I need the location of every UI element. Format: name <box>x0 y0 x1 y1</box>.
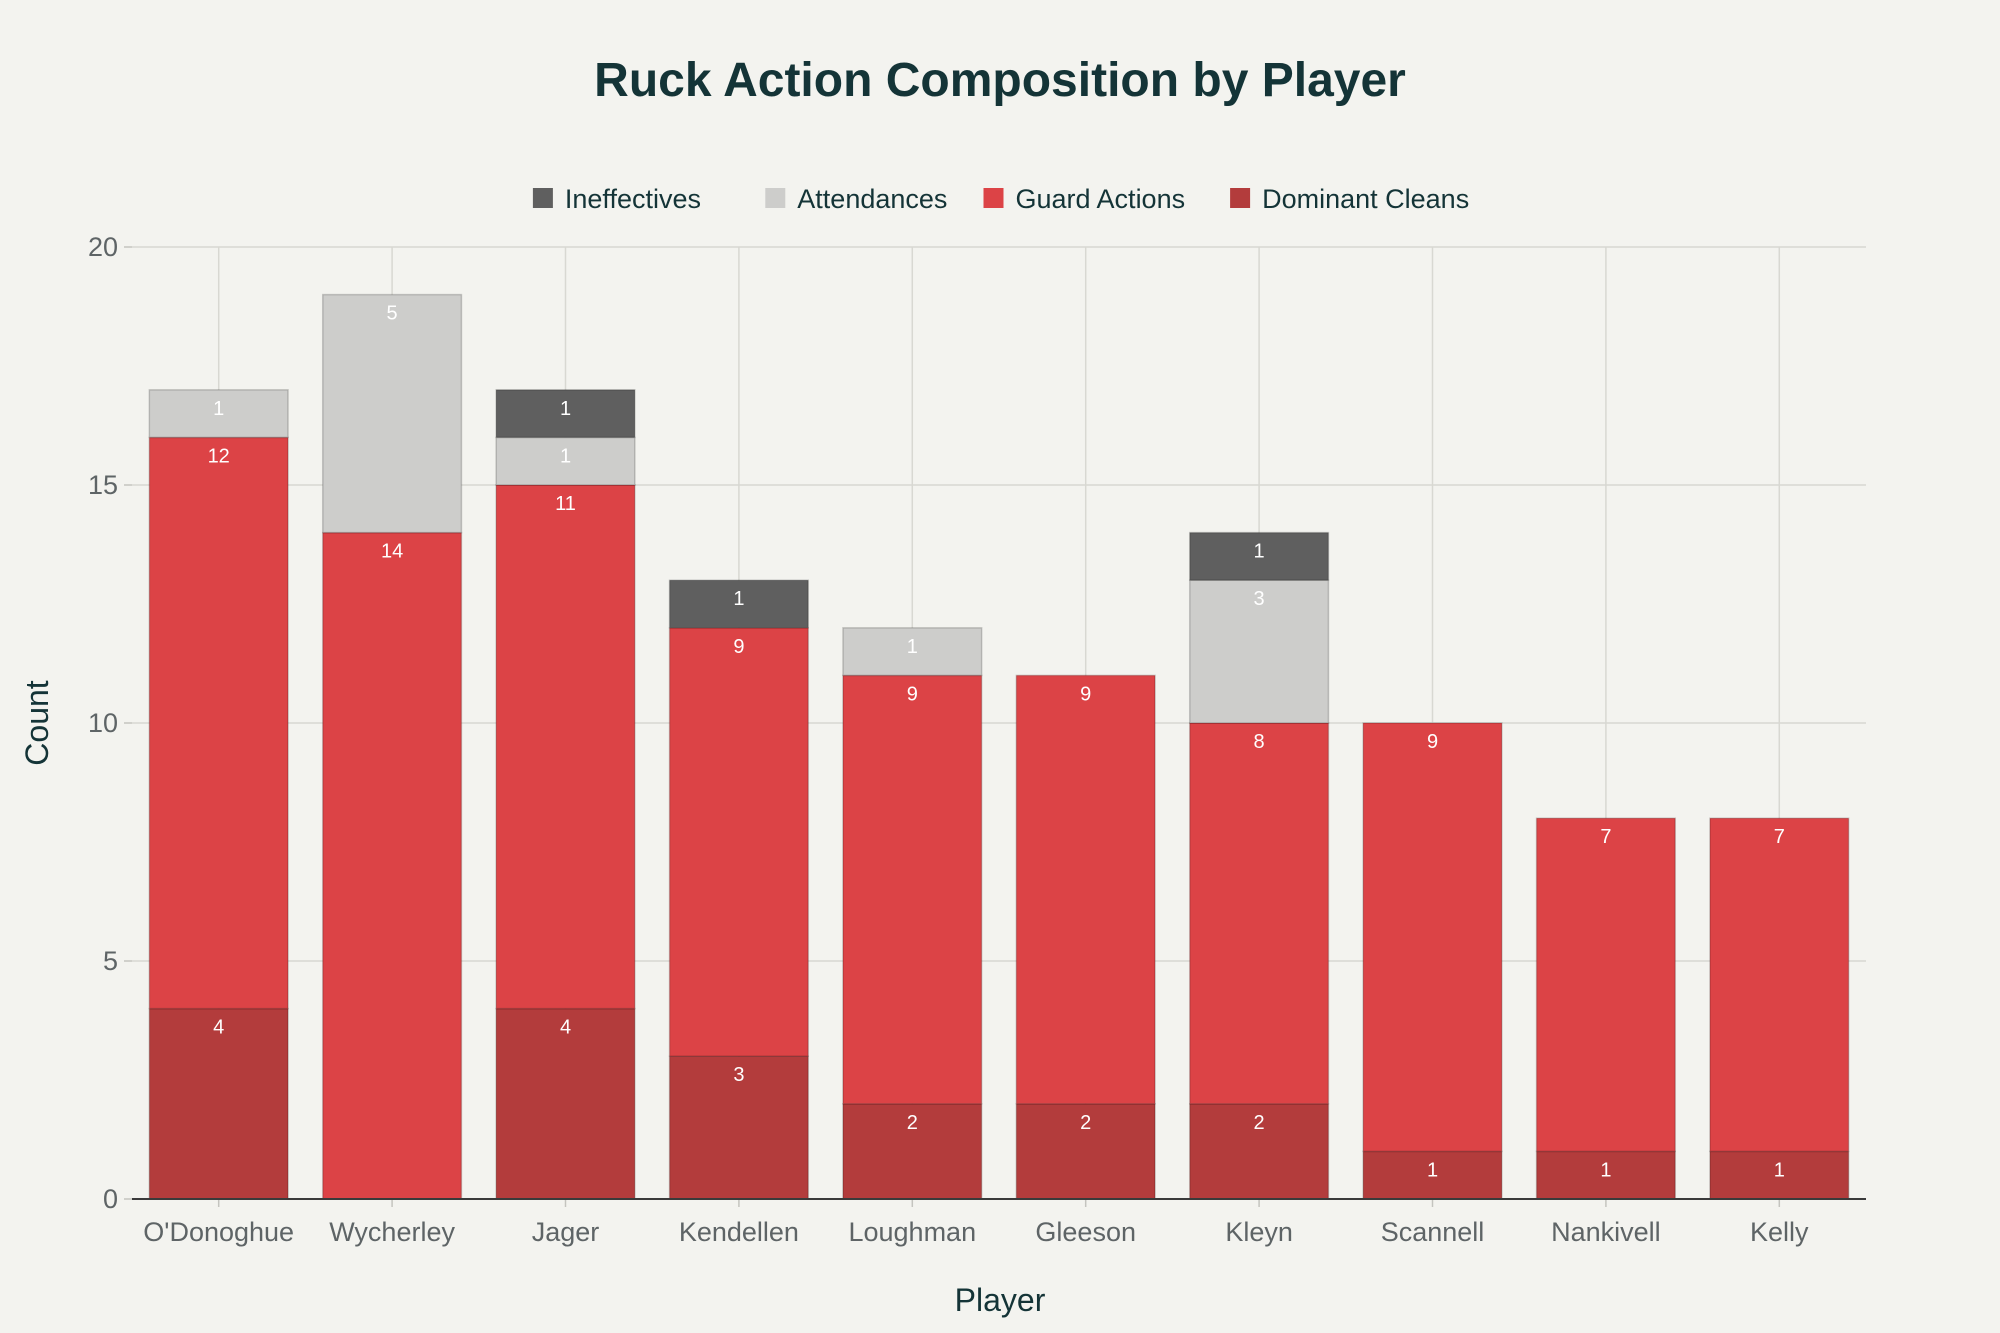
data-label: 11 <box>555 493 576 515</box>
x-tick-label: Nankivell <box>1551 1217 1661 1247</box>
y-axis-title: Count <box>19 680 55 766</box>
data-label: 2 <box>907 1112 918 1134</box>
bar-segment <box>1709 817 1850 1153</box>
bar-segment <box>321 531 463 1200</box>
x-tick-label: Kelly <box>1750 1217 1809 1247</box>
legend-label: Dominant Cleans <box>1262 184 1469 214</box>
data-label: 1 <box>1600 1159 1611 1181</box>
data-label: 1 <box>733 588 744 610</box>
legend-swatch <box>765 188 786 208</box>
legend-swatch <box>983 188 1004 208</box>
x-tick-label: Kendellen <box>679 1217 799 1247</box>
bar-segment <box>842 627 983 677</box>
data-label: 12 <box>208 445 230 467</box>
data-label: 1 <box>560 398 571 420</box>
data-label: 2 <box>1254 1112 1265 1134</box>
data-label: 1 <box>213 398 224 420</box>
data-label: 1 <box>1254 541 1265 563</box>
bar-segment <box>495 389 636 439</box>
bar-segment <box>148 389 289 439</box>
data-label: 1 <box>560 445 571 467</box>
x-tick-label: Gleeson <box>1035 1217 1136 1247</box>
bar-segment <box>1535 817 1677 1153</box>
data-label: 8 <box>1254 731 1265 753</box>
data-label: 9 <box>733 636 744 658</box>
data-label: 3 <box>1254 588 1265 610</box>
bar-segment <box>1015 674 1156 1105</box>
x-tick-label: Kleyn <box>1225 1217 1293 1247</box>
data-label: 9 <box>907 683 918 705</box>
data-label: 14 <box>381 541 403 563</box>
data-label: 4 <box>560 1017 571 1039</box>
bar-segment <box>668 627 810 1057</box>
bar-segment <box>1362 722 1503 1153</box>
data-label: 3 <box>733 1064 744 1086</box>
legend-label: Guard Actions <box>1016 184 1186 214</box>
x-axis-title: Player <box>955 1282 1046 1318</box>
legend-label: Attendances <box>797 184 947 214</box>
bars <box>148 293 1850 1200</box>
bar-segment <box>148 1007 289 1200</box>
bar-segment <box>1188 1103 1330 1200</box>
data-label: 9 <box>1427 731 1438 753</box>
data-label: 4 <box>213 1017 224 1039</box>
y-tick-label: 15 <box>88 470 118 500</box>
y-tick-label: 10 <box>88 708 118 738</box>
bar-segment <box>1188 579 1330 724</box>
data-label: 1 <box>1427 1159 1438 1181</box>
y-axis: 0 5 10 15 20 <box>88 232 132 1214</box>
x-axis: O'Donoghue Wycherley Jager Kendellen Loughma… <box>132 1198 1866 1247</box>
bar-segment <box>1188 722 1330 1105</box>
x-tick-label: Wycherley <box>329 1217 455 1247</box>
data-label: 9 <box>1080 683 1091 705</box>
x-tick-label: Loughman <box>848 1217 976 1247</box>
data-label: 1 <box>907 636 918 658</box>
bar-segment <box>148 436 289 1010</box>
y-tick-label: 0 <box>103 1184 118 1214</box>
y-tick-label: 20 <box>88 232 118 262</box>
legend-swatch <box>532 188 553 208</box>
data-label: 2 <box>1080 1112 1091 1134</box>
bar-segment <box>495 484 636 1010</box>
legend-label: Ineffectives <box>565 184 701 214</box>
x-tick-label: Scannell <box>1381 1217 1485 1247</box>
chart-title: Ruck Action Composition by Player <box>594 54 1406 107</box>
legend: Ineffectives Attendances Guard Actions Domi… <box>532 184 1469 214</box>
bar-segment <box>321 293 463 534</box>
x-tick-label: Jager <box>532 1217 600 1247</box>
bar-segment <box>495 1007 636 1200</box>
bar-segment <box>1188 531 1330 581</box>
x-tick-label: O'Donoghue <box>143 1217 294 1247</box>
bar-segment <box>1015 1103 1156 1200</box>
bar-segment <box>668 1055 810 1200</box>
bar-segment <box>842 674 983 1105</box>
data-label: 7 <box>1774 826 1785 848</box>
data-label: 5 <box>387 303 398 325</box>
legend-swatch <box>1230 188 1251 208</box>
data-label: 1 <box>1774 1159 1785 1181</box>
y-tick-label: 5 <box>103 946 118 976</box>
bar-segment <box>668 579 810 629</box>
data-label: 7 <box>1600 826 1611 848</box>
bar-segment <box>495 436 636 486</box>
